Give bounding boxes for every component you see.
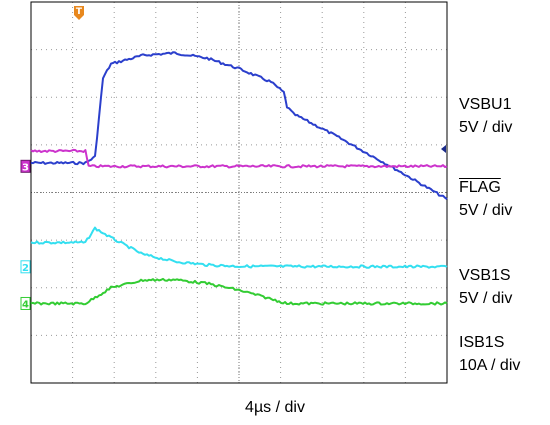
channel-2-marker: 2 [20,260,31,274]
label-isb1s: ISB1S 10A / div [459,331,520,377]
label-flag-scale: 5V / div [459,202,513,219]
trace-vsbu1 [30,51,448,200]
trace-vsb1s [30,226,448,269]
label-vsbu1: VSBU1 5V / div [459,93,512,139]
label-isb1s-scale: 10A / div [459,357,521,374]
trace-isb1s [30,277,448,306]
label-vsb1s-scale: 5V / div [459,290,513,307]
label-vsb1s-name: VSB1S [459,267,511,284]
label-isb1s-name: ISB1S [459,334,505,351]
trigger-level-arrow [441,144,446,153]
label-flag-name: FLAG [459,179,501,196]
label-flag: FLAG 5V / div [459,176,512,222]
channel-4-marker: 4 [20,296,31,310]
label-vsbu1-name: VSBU1 [459,96,512,113]
graticule-border [30,1,448,384]
channel-marker-label: 3 [22,162,29,173]
time-scale-label: 4µs / div [245,399,305,416]
label-vsbu1-scale: 5V / div [459,119,513,136]
channel-marker-label: 4 [22,299,29,310]
trigger-marker [74,6,84,15]
label-vsb1s: VSB1S 5V / div [459,264,512,310]
trigger-marker-tip [74,15,84,20]
channel-3-marker: 3 [20,159,31,173]
trace-flag [30,148,448,169]
channel-marker-label: 2 [22,263,29,274]
trigger-label: T [76,7,83,17]
